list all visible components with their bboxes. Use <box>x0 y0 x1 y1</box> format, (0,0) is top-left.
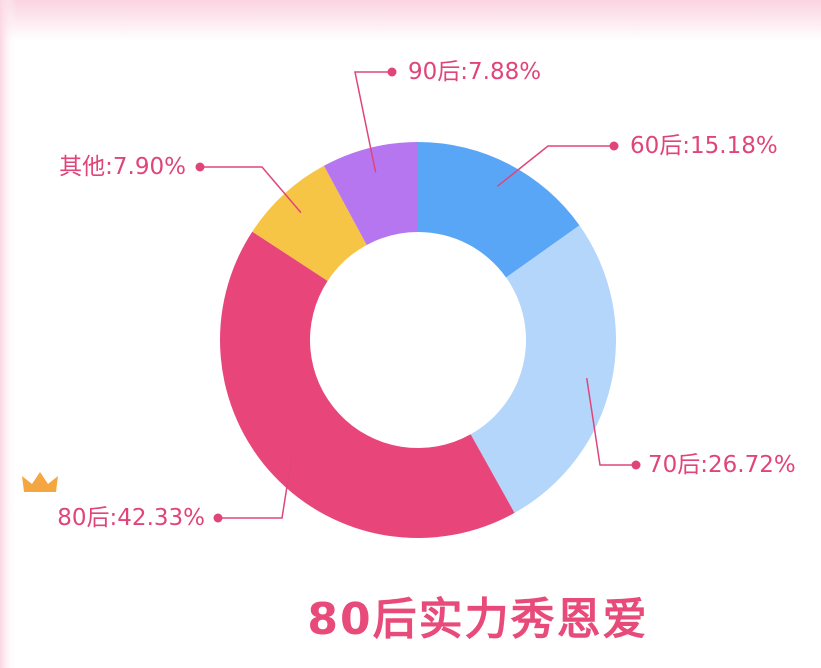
slice <box>252 165 367 281</box>
leader-dot <box>195 162 205 172</box>
slice-label: 90后:7.88% <box>408 59 541 85</box>
leader-line <box>586 378 636 466</box>
category-label: 60后 <box>630 133 682 159</box>
chart-title: 80后实力秀恩爱 <box>307 594 648 645</box>
crown-icon <box>22 472 58 492</box>
slice-label: 80后:42.33% <box>57 505 205 531</box>
category-label: 80后 <box>57 505 109 531</box>
slice-label: 70后:26.72% <box>648 452 796 478</box>
slice <box>323 142 418 245</box>
slice <box>470 225 616 513</box>
leader-line <box>200 166 302 214</box>
value-label: :15.18% <box>682 133 777 159</box>
category-label: 90后 <box>408 59 460 85</box>
leader-dot <box>387 67 397 77</box>
slice <box>418 142 580 278</box>
value-label: :7.88% <box>460 59 541 85</box>
leader-dot <box>213 513 223 523</box>
slice-label: 60后:15.18% <box>630 133 778 159</box>
leader-dot <box>631 460 641 470</box>
category-label: 其他 <box>59 154 105 180</box>
donut <box>219 142 616 539</box>
leader-line <box>354 71 392 173</box>
leader-dot <box>609 141 619 151</box>
leader-line <box>496 145 614 187</box>
slice <box>219 231 515 539</box>
value-label: :42.33% <box>110 505 205 531</box>
slice-label: 其他:7.90% <box>59 154 186 180</box>
category-label: 70后 <box>648 452 700 478</box>
value-label: :7.90% <box>105 154 186 180</box>
leader-line <box>218 457 293 519</box>
value-label: :26.72% <box>700 452 795 478</box>
